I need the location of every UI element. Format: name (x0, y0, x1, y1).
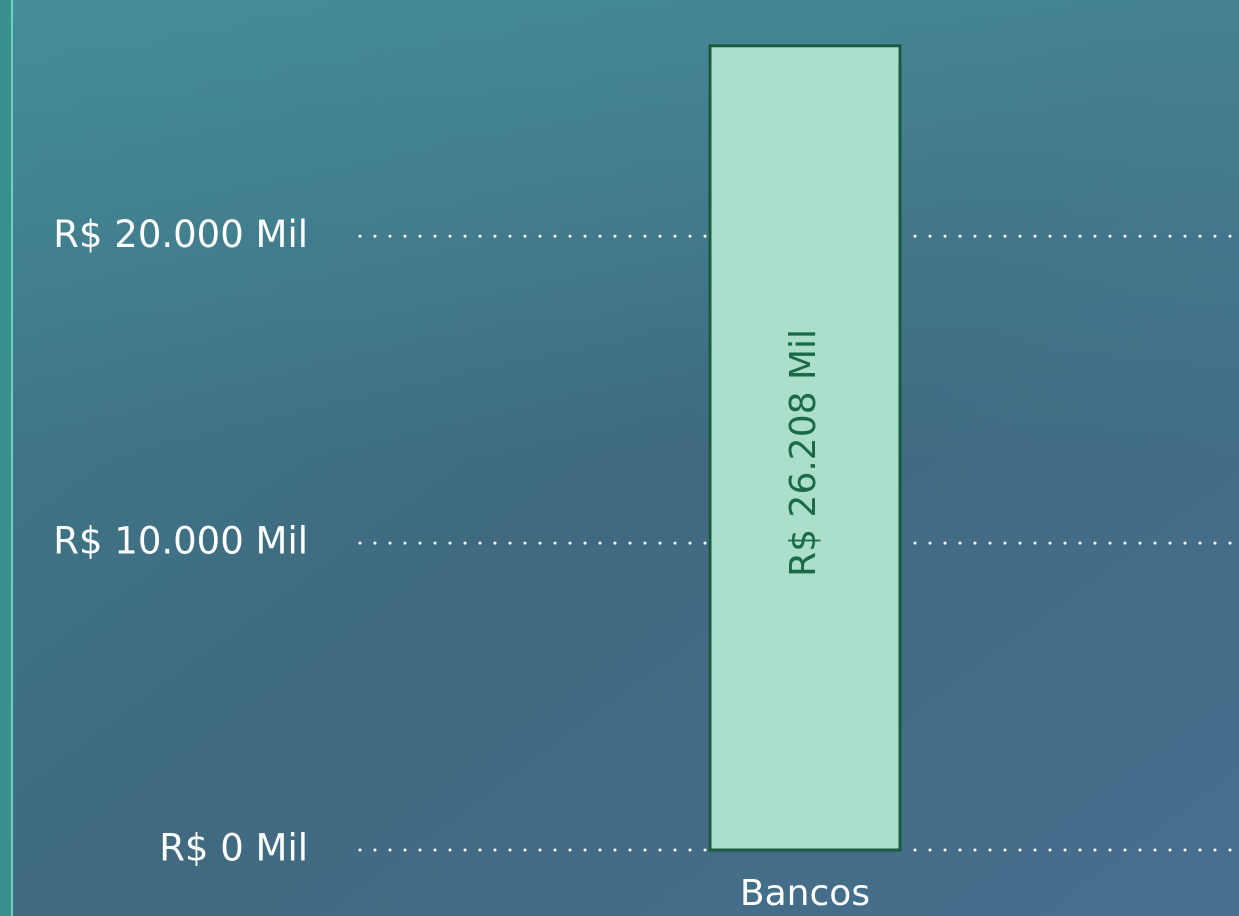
bar (708, 44, 902, 852)
y-tick-label: R$ 10.000 Mil (53, 520, 308, 563)
left-edge-line (11, 0, 13, 916)
y-tick-label: R$ 0 Mil (159, 827, 308, 870)
x-tick-label: Bancos (740, 873, 870, 914)
left-edge (0, 0, 12, 916)
value-label: R$ 26.208 Mil (783, 329, 824, 577)
y-tick-label: R$ 20.000 Mil (53, 213, 308, 256)
